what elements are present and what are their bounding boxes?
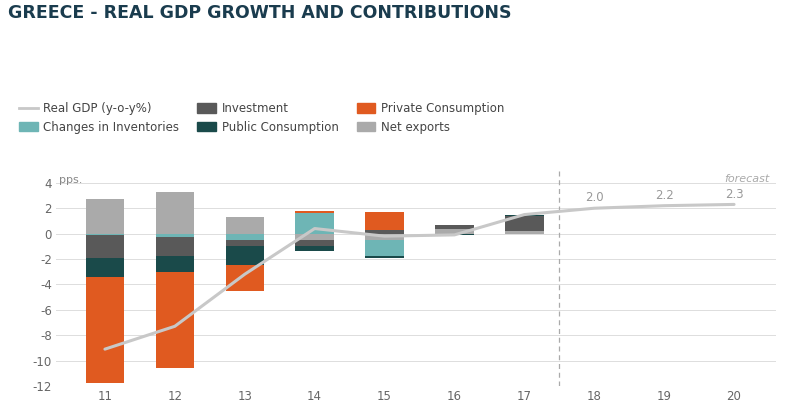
Bar <box>86 258 124 277</box>
Bar <box>435 225 474 229</box>
Bar <box>366 234 404 240</box>
Bar <box>366 256 404 258</box>
Bar <box>295 240 334 247</box>
Bar <box>366 240 404 256</box>
Bar <box>366 212 404 230</box>
Bar <box>226 265 264 291</box>
Text: pps.: pps. <box>59 175 83 185</box>
Bar <box>156 237 194 256</box>
Legend: Real GDP (y-o-y%), Changes in Inventories, Investment, Public Consumption, Priva: Real GDP (y-o-y%), Changes in Inventorie… <box>14 97 510 139</box>
Bar <box>226 240 264 247</box>
Bar <box>295 211 334 213</box>
Bar <box>295 234 334 240</box>
Bar <box>435 229 474 234</box>
Bar <box>86 235 124 258</box>
Bar <box>86 234 124 235</box>
Bar <box>366 230 404 234</box>
Bar <box>505 231 543 234</box>
Bar <box>226 217 264 234</box>
Bar <box>226 247 264 265</box>
Bar <box>86 199 124 234</box>
Bar <box>295 213 334 234</box>
Bar <box>156 272 194 368</box>
Bar <box>156 234 194 237</box>
Bar <box>505 216 543 231</box>
Bar <box>295 247 334 251</box>
Text: 2.0: 2.0 <box>585 191 603 205</box>
Bar <box>156 192 194 234</box>
Bar <box>86 277 124 383</box>
Bar <box>226 234 264 240</box>
Text: forecast: forecast <box>724 174 769 184</box>
Text: GREECE - REAL GDP GROWTH AND CONTRIBUTIONS: GREECE - REAL GDP GROWTH AND CONTRIBUTIO… <box>8 4 511 22</box>
Bar <box>156 256 194 272</box>
Text: 2.2: 2.2 <box>654 189 674 202</box>
Bar <box>505 215 543 216</box>
Bar <box>435 234 474 235</box>
Text: 2.3: 2.3 <box>725 188 743 200</box>
